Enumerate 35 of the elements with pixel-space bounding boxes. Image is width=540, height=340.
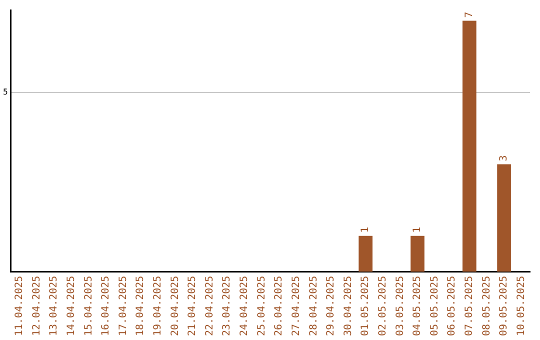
data-label: 3 xyxy=(498,155,510,162)
x-tick-label: 28.04.2025 xyxy=(308,276,320,336)
x-tick-label: 20.04.2025 xyxy=(170,276,181,336)
x-tick-label: 02.05.2025 xyxy=(377,276,388,336)
x-tick-label: 10.05.2025 xyxy=(516,276,527,336)
x-tick-label: 30.04.2025 xyxy=(342,276,354,336)
x-tick-label: 06.05.2025 xyxy=(446,276,458,336)
x-tick-label: 29.04.2025 xyxy=(326,276,337,336)
x-tick-label: 19.04.2025 xyxy=(152,276,164,336)
x-tick-label: 22.04.2025 xyxy=(204,276,216,336)
x-tick-label: 12.04.2025 xyxy=(31,276,42,336)
x-tick-label: 11.04.2025 xyxy=(14,276,26,336)
x-tick-label: 04.05.2025 xyxy=(412,276,424,336)
x-tick-label: 16.04.2025 xyxy=(100,276,112,336)
x-tick-label: 24.04.2025 xyxy=(239,276,250,336)
x-tick-label: 18.04.2025 xyxy=(135,276,146,336)
x-tick-label: 15.04.2025 xyxy=(83,276,94,336)
x-tick-label: 03.05.2025 xyxy=(394,276,406,336)
x-tick-label: 17.04.2025 xyxy=(118,276,129,336)
x-tick-label: 27.04.2025 xyxy=(290,276,302,336)
x-tick-label: 14.04.2025 xyxy=(66,276,77,336)
x-tick-label: 13.04.2025 xyxy=(48,276,60,336)
data-label: 7 xyxy=(464,12,476,18)
data-label: 1 xyxy=(412,226,424,233)
y-tick-label: 5 xyxy=(2,88,8,97)
x-tick-label: 25.04.2025 xyxy=(256,276,268,336)
x-tick-label: 07.05.2025 xyxy=(464,276,476,336)
x-tick-label: 08.05.2025 xyxy=(481,276,492,336)
x-tick-label: 01.05.2025 xyxy=(360,276,372,336)
x-tick-label: 05.05.2025 xyxy=(429,276,440,336)
x-tick-label: 09.05.2025 xyxy=(498,276,510,336)
x-tick-label: 23.04.2025 xyxy=(222,276,233,336)
x-tick-label: 21.04.2025 xyxy=(187,276,198,336)
data-label: 1 xyxy=(360,226,372,233)
x-tick-label: 26.04.2025 xyxy=(274,276,285,336)
